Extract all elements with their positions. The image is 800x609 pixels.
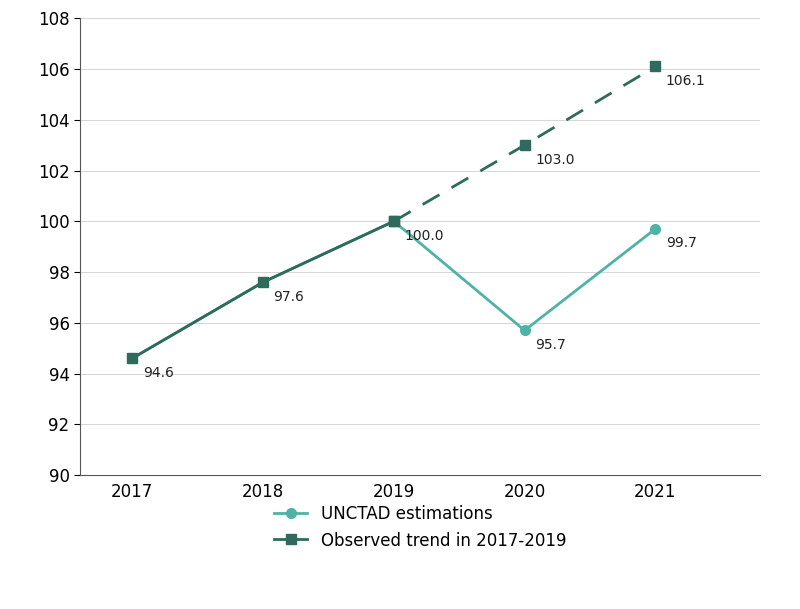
Text: 94.6: 94.6 — [142, 366, 174, 380]
Text: 99.7: 99.7 — [666, 236, 697, 250]
Legend: UNCTAD estimations, Observed trend in 2017-2019: UNCTAD estimations, Observed trend in 20… — [266, 497, 574, 558]
Text: 95.7: 95.7 — [535, 338, 566, 352]
Text: 97.6: 97.6 — [274, 290, 305, 304]
Text: 100.0: 100.0 — [404, 229, 444, 243]
Text: 106.1: 106.1 — [666, 74, 706, 88]
Text: 103.0: 103.0 — [535, 153, 574, 167]
